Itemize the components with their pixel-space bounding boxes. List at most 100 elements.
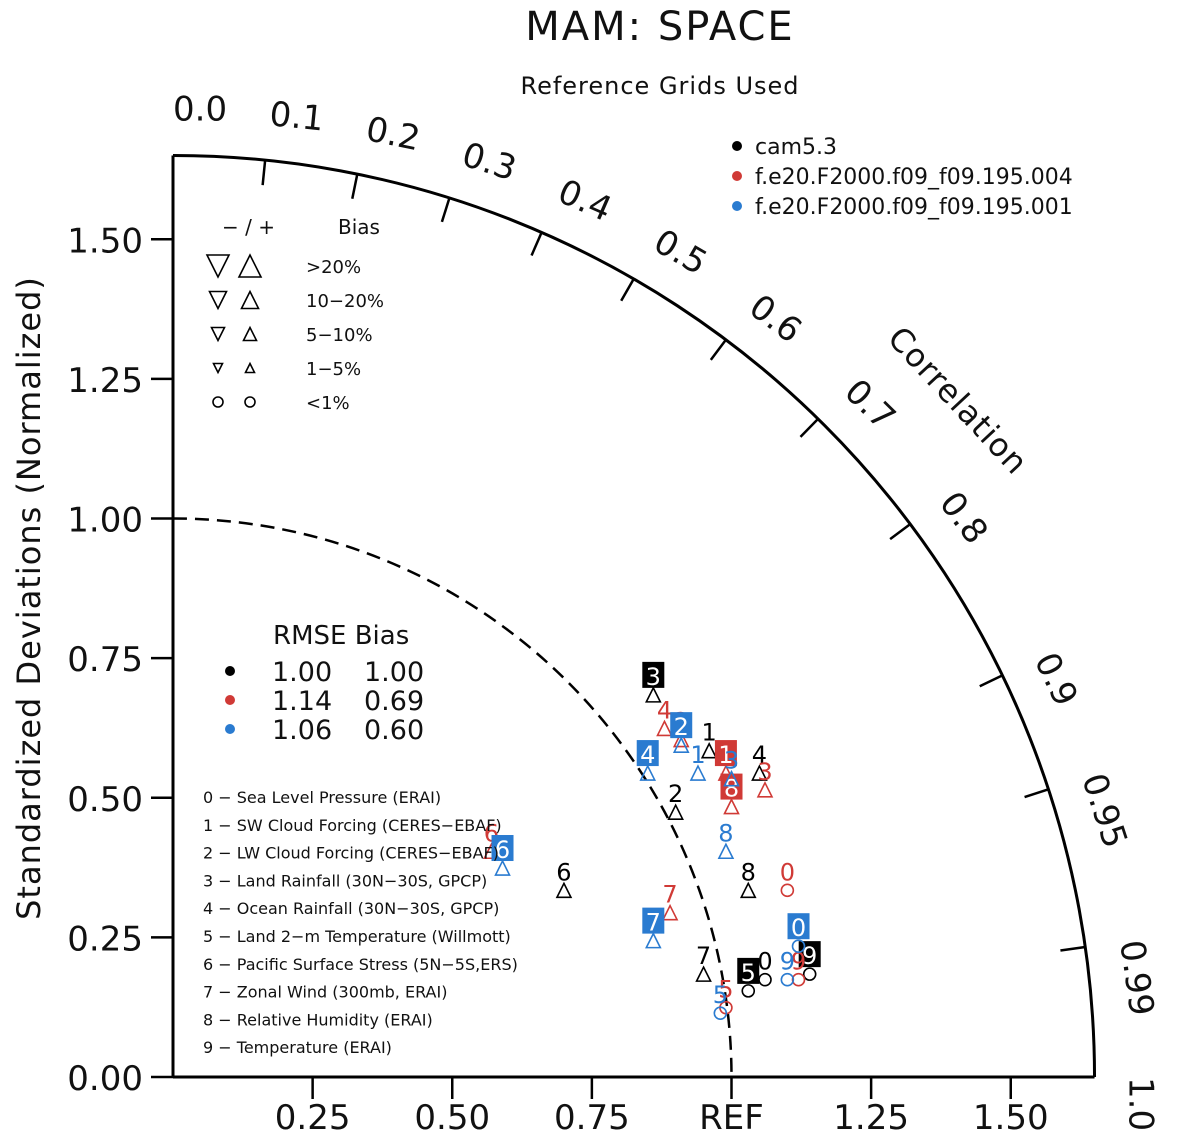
bias-legend-circle [212, 396, 224, 408]
point-marker [645, 686, 662, 703]
correlation-tick-label: 0.99 [1111, 938, 1161, 1019]
variable-legend-item: 9 − Temperature (ERAI) [203, 1038, 392, 1057]
rmse-legend-dot [225, 695, 235, 705]
point-label: 0 [757, 948, 772, 976]
y-tick-label: 0.25 [67, 919, 143, 959]
bias-legend-up-triangle [237, 253, 263, 278]
correlation-tick-mark [799, 418, 819, 438]
correlation-tick-mark [530, 231, 543, 256]
point-label: 4 [657, 696, 672, 724]
model-legend-dot [732, 201, 742, 211]
point-marker [700, 741, 718, 759]
point-label: 6 [556, 858, 571, 886]
point-label-box [642, 907, 665, 934]
point-label: 3 [646, 663, 661, 691]
bias-legend-label: <1% [306, 393, 350, 414]
point-label: 6 [495, 836, 510, 864]
point-label: 0 [780, 858, 795, 886]
variable-legend-item: 2 − LW Cloud Forcing (CERES−EBAF) [203, 844, 499, 863]
point-marker [739, 881, 757, 899]
correlation-tick-label: 0.1 [268, 94, 326, 139]
rmse-legend-bias: 1.00 [364, 657, 424, 688]
variable-legend-item: 7 − Zonal Wind (300mb, ERAI) [203, 983, 447, 1002]
x-tick-label: 1.50 [973, 1098, 1049, 1135]
correlation-tick-mark [351, 173, 359, 199]
point-label: 1 [702, 719, 717, 747]
y-tick-label: 0.75 [67, 640, 143, 680]
bias-legend-up-triangle [240, 289, 260, 310]
correlation-tick-label: 0.9 [1026, 646, 1086, 712]
variable-legend-item: 0 − Sea Level Pressure (ERAI) [203, 788, 441, 807]
correlation-tick-mark [440, 197, 451, 223]
point-label: 3 [724, 747, 739, 775]
point-marker [494, 859, 511, 876]
point-marker [791, 972, 806, 987]
point-marker [802, 967, 817, 981]
point-label: 7 [646, 909, 661, 937]
correlation-tick-mark [1024, 788, 1049, 799]
point-marker [723, 797, 740, 815]
bias-legend-down-triangle [208, 290, 228, 311]
point-marker [661, 903, 679, 921]
bias-legend-label: 1−5% [306, 359, 361, 380]
data-points: 012345678901234567890123456789 [483, 661, 821, 1021]
point-marker [717, 842, 735, 860]
variable-legend-item: 8 − Relative Humidity (ERAI) [203, 1010, 433, 1029]
point-label-box [636, 740, 659, 767]
bias-legend-sign: − / + [222, 215, 275, 239]
y-tick-label: 0.00 [67, 1059, 143, 1099]
correlation-tick-mark [889, 523, 911, 541]
point-marker [672, 736, 690, 753]
bias-legend-down-triangle [205, 254, 231, 279]
correlation-tick-mark [1060, 945, 1086, 952]
correlation-tick-mark [709, 339, 727, 361]
x-tick-label: 1.25 [833, 1098, 909, 1135]
point-label: 4 [640, 741, 655, 769]
axis-ticks: 0.000.250.500.751.001.251.500.25 0.50 0.75… [67, 89, 1161, 1135]
point-label: 2 [668, 780, 683, 808]
point-label: 9 [802, 942, 817, 970]
correlation-tick-mark [620, 278, 635, 302]
correlation-tick-label: 0.7 [836, 372, 903, 438]
correlation-tick-label: 0.5 [647, 222, 714, 284]
point-label: 7 [662, 881, 677, 909]
bias-legend-circle [244, 396, 256, 408]
correlation-tick-label: 0.8 [931, 484, 995, 551]
variable-legend-item: 1 − SW Cloud Forcing (CERES−EBAF) [203, 816, 502, 835]
point-marker [756, 781, 774, 798]
point-marker [689, 764, 707, 781]
correlation-tick-label: 0.2 [363, 109, 424, 159]
y-tick-label: 1.00 [67, 501, 143, 541]
correlation-tick-mark [261, 159, 267, 186]
point-marker [713, 1006, 728, 1021]
point-label: 9 [780, 948, 795, 976]
rmse-legend-dot [225, 724, 235, 734]
x-tick-label: 0.50 [414, 1098, 490, 1135]
point-label-box [642, 661, 665, 688]
model-legend-dot [732, 141, 742, 151]
point-marker [695, 965, 712, 982]
bias-legend-label: >20% [306, 257, 361, 278]
point-label-box [670, 712, 693, 739]
point-marker [672, 730, 690, 748]
y-tick-label: 0.50 [67, 780, 143, 820]
point-label: 1 [690, 741, 705, 769]
point-marker [656, 719, 673, 737]
point-label-box [737, 957, 760, 984]
point-label-box [720, 773, 743, 800]
model-legend-label: f.e20.F2000.f09_f09.195.001 [755, 195, 1073, 220]
correlation-tick-mark [979, 674, 1003, 688]
variable-legend-item: 5 − Land 2−m Temperature (Willmott) [203, 927, 511, 946]
model-legend-label: cam5.3 [755, 135, 837, 160]
point-label: 1 [718, 741, 733, 769]
correlation-tick-label: 0.4 [552, 172, 618, 230]
point-label: 8 [724, 775, 739, 803]
reference-arc [172, 517, 733, 1078]
point-marker [555, 881, 573, 899]
point-label: 5 [741, 959, 756, 987]
rmse-legend-rmse: 1.06 [272, 715, 332, 746]
correlation-tick-label: 0.95 [1073, 769, 1135, 853]
correlation-tick-label: 0.3 [457, 135, 521, 189]
point-marker [780, 883, 795, 898]
